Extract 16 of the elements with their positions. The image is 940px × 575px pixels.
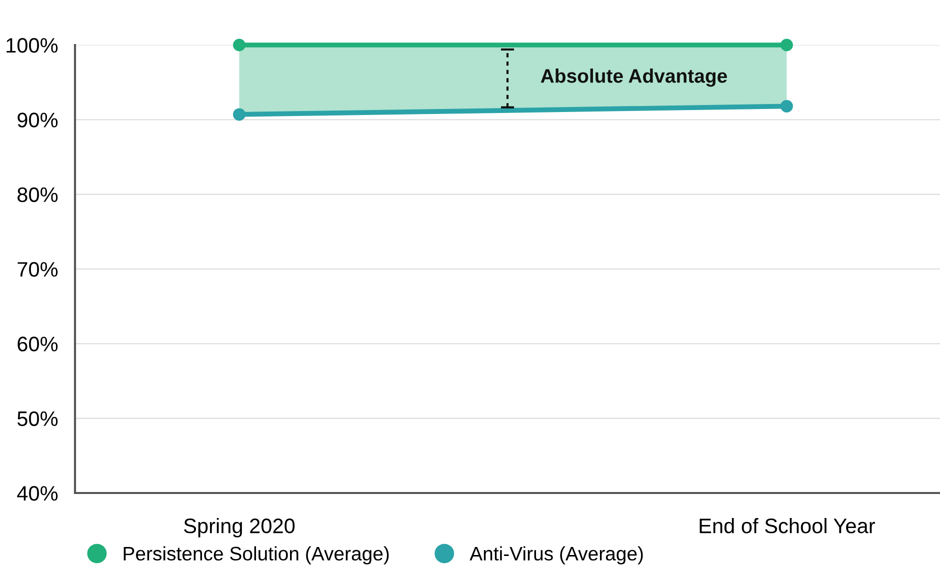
point — [780, 38, 793, 52]
y-tick-label: 80% — [18, 187, 58, 202]
y-tick-label: 100% — [6, 38, 58, 53]
y-tick-label: 60% — [18, 336, 58, 352]
y-tick-label: 50% — [17, 411, 58, 426]
y-tick-label: 40% — [17, 486, 58, 501]
y-tick-label: 70% — [18, 262, 58, 277]
point — [232, 108, 246, 121]
legend-label: Persistence Solution (Average) — [124, 546, 389, 564]
point — [780, 100, 793, 112]
annotation: Absolute Advantage — [540, 68, 727, 87]
legend-label: Anti-Virus (Average) — [470, 546, 643, 564]
x-tick-label: Spring 2020 — [184, 518, 295, 538]
y-tick-label: 90% — [18, 112, 58, 128]
x-tick-label: End of School Year — [700, 518, 875, 534]
point — [232, 38, 246, 52]
